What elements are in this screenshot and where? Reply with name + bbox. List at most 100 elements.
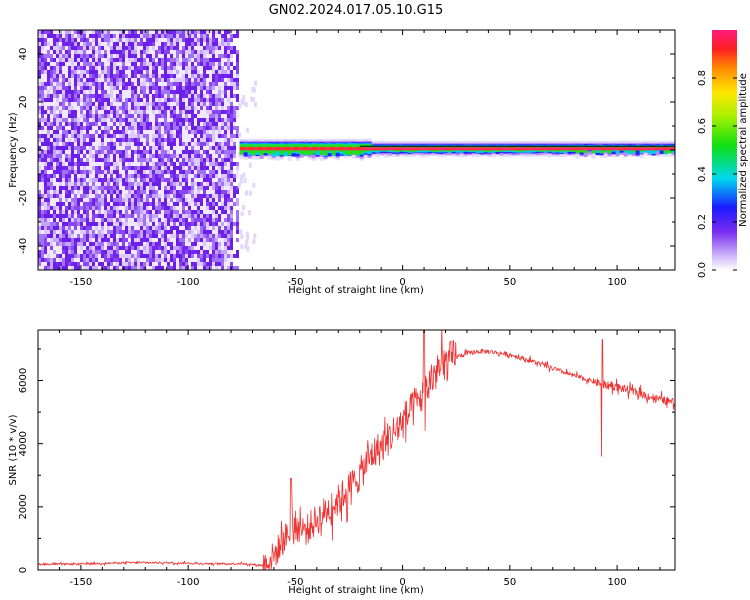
spectrogram-cell	[158, 174, 161, 178]
spectrogram-cell	[56, 66, 59, 70]
spectrogram-cell	[152, 134, 155, 138]
spectrogram-cell	[71, 210, 74, 214]
spectrogram-cell	[38, 34, 41, 38]
spectrogram-cell	[56, 170, 59, 174]
spectrogram-cell	[104, 158, 107, 162]
spectrogram-cell	[221, 250, 224, 254]
spectrogram-cell	[240, 211, 244, 217]
spectrogram-cell	[197, 78, 200, 82]
spectrogram-cell	[215, 146, 218, 150]
spectrogram-cell	[107, 166, 110, 170]
spectrogram-cell	[173, 202, 176, 206]
spectrogram-cell	[155, 150, 158, 154]
spectrogram-cell	[47, 202, 50, 206]
spectrogram-cell	[149, 178, 152, 182]
spectrogram-cell	[227, 130, 230, 134]
spectrogram-cell	[152, 214, 155, 218]
spectrogram-cell	[41, 174, 44, 178]
spectrogram-cell	[146, 186, 149, 190]
spectrogram-cell	[104, 110, 107, 114]
spectrogram-cell	[86, 82, 89, 86]
spectrogram-cell	[143, 162, 146, 166]
spectrogram-cell	[206, 82, 209, 86]
spectrogram-cell	[116, 194, 119, 198]
spectrogram-cell	[221, 50, 224, 54]
spectrogram-cell	[185, 90, 188, 94]
spectrogram-cell	[107, 46, 110, 50]
spectrogram-cell	[203, 170, 206, 174]
spectrogram-cell	[179, 214, 182, 218]
spectrogram-cell	[191, 182, 194, 186]
spectrogram-cell	[137, 42, 140, 46]
spectrogram-cell	[179, 50, 182, 54]
spectrogram-cell	[113, 230, 116, 234]
spectrogram-cell	[110, 62, 113, 66]
spectrogram-cell	[233, 46, 236, 54]
spectrogram-cell	[240, 99, 244, 105]
spectrogram-cell	[38, 134, 41, 138]
spectrogram-cell	[203, 66, 206, 70]
spectrogram-cell	[173, 226, 176, 230]
spectrogram-cell	[200, 126, 203, 130]
spectrogram-cell	[188, 142, 191, 146]
spectrogram-cell	[221, 186, 224, 190]
spectrogram-cell	[200, 194, 203, 198]
spectrogram-cell	[77, 202, 80, 206]
spectrogram-cell	[149, 98, 152, 102]
spectrogram-cell	[224, 266, 227, 270]
spectrogram-cell	[158, 214, 161, 218]
spectrogram-cell	[95, 106, 98, 110]
spectrogram-cell	[68, 258, 71, 262]
spectrogram-cell	[137, 138, 140, 142]
spectrogram-cell	[134, 30, 137, 34]
spectrogram-cell	[167, 122, 170, 126]
spectrogram-cell	[89, 186, 92, 190]
spectrogram-cell	[131, 226, 134, 230]
spectrogram-cell	[227, 186, 230, 190]
spectrogram-cell	[80, 90, 83, 94]
spectrogram-cell	[47, 198, 50, 202]
spectrogram-cell	[149, 234, 152, 238]
snr-frame	[37, 329, 676, 571]
spectrogram-cell	[86, 146, 89, 150]
spectrogram-cell	[68, 82, 71, 86]
spectrogram-cell	[233, 146, 236, 150]
spectrogram-cell	[101, 138, 104, 142]
spectrogram-cell	[41, 170, 44, 174]
spectrogram-cell	[80, 30, 83, 34]
spectrogram-cell	[47, 138, 50, 142]
spectrogram-cell	[161, 190, 164, 194]
spectrogram-cell	[218, 226, 221, 230]
spectrogram-cell	[62, 78, 65, 82]
spectrogram-cell	[221, 158, 224, 162]
spectrogram-cell	[200, 238, 203, 242]
spectrogram-cell	[116, 222, 119, 226]
spectrogram-cell	[47, 154, 50, 158]
spectrogram-cell	[62, 266, 65, 270]
spectrogram-cell	[230, 130, 233, 134]
spectrogram-cell	[155, 178, 158, 182]
spectrogram-cell	[119, 90, 122, 94]
spectrogram-cell	[155, 78, 158, 82]
spectrogram-cell	[65, 262, 68, 266]
spectrogram-cell	[137, 114, 140, 118]
spectrogram-cell	[62, 98, 65, 102]
spectrogram-cell	[113, 166, 116, 170]
spectrogram-cell	[116, 226, 119, 230]
spectrogram-cell	[230, 198, 233, 202]
spectrogram-cell	[221, 98, 224, 102]
spectrogram-cell	[206, 70, 209, 74]
spectrogram-cell	[74, 186, 77, 190]
spectrogram-cell	[209, 234, 212, 238]
spectrogram-cell	[59, 186, 62, 190]
spectrogram-cell	[188, 174, 191, 178]
spectrogram-cell	[80, 226, 83, 230]
spectrogram-cell	[227, 158, 230, 162]
spectrogram-cell	[185, 242, 188, 246]
spectrogram-cell	[173, 74, 176, 78]
spectrogram-cell	[53, 106, 56, 110]
spectrogram-cell	[191, 210, 194, 214]
spectrogram-cell	[203, 266, 206, 270]
spectrogram-cell	[212, 122, 215, 126]
